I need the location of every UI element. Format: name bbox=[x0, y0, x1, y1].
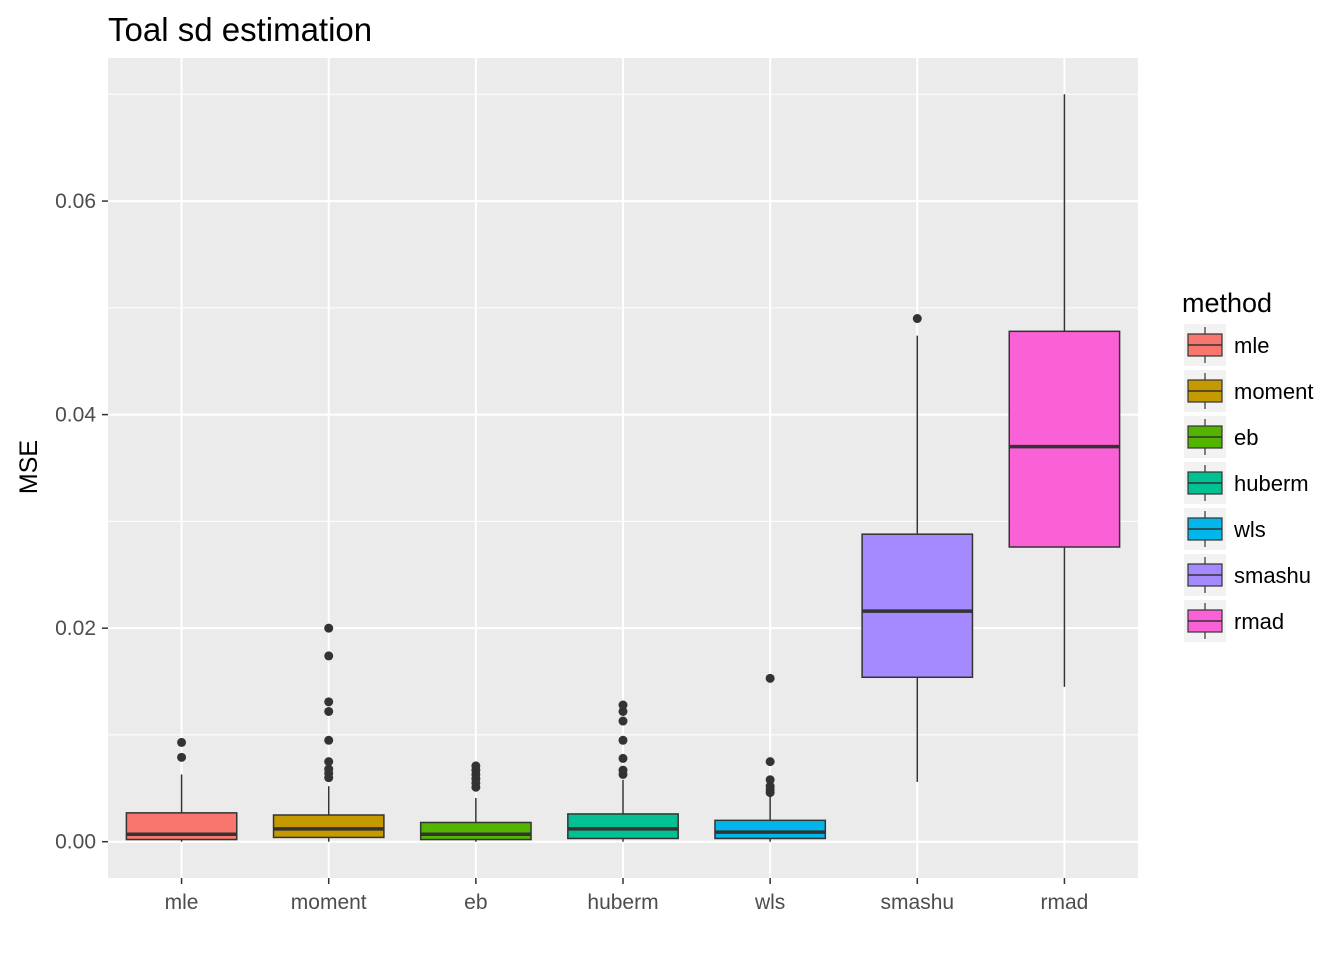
outlier-point bbox=[177, 752, 187, 762]
x-tick-label: rmad bbox=[1040, 891, 1088, 914]
box-iqr bbox=[272, 814, 385, 839]
legend-item-moment: moment bbox=[1184, 370, 1313, 412]
outlier-point bbox=[618, 716, 628, 726]
legend-item-huberm: huberm bbox=[1184, 462, 1309, 504]
box-wls bbox=[714, 673, 827, 842]
y-axis: 0.00 0.02 0.04 0.06 bbox=[55, 190, 108, 854]
outlier-point bbox=[618, 706, 628, 716]
legend-title: method bbox=[1182, 288, 1272, 318]
box-iqr bbox=[419, 821, 532, 841]
outlier-point bbox=[324, 651, 334, 661]
legend-label: wls bbox=[1233, 517, 1266, 542]
outlier-point bbox=[618, 700, 628, 710]
legend-label: rmad bbox=[1234, 609, 1284, 634]
x-tick-label: wls bbox=[754, 891, 785, 914]
outlier-point bbox=[765, 757, 775, 767]
y-tick-label: 0.00 bbox=[55, 831, 96, 854]
outlier-point bbox=[324, 764, 334, 774]
box-moment bbox=[272, 623, 385, 842]
x-tick-label: eb bbox=[464, 891, 487, 914]
outlier-point bbox=[765, 775, 775, 785]
legend-item-smashu: smashu bbox=[1184, 554, 1311, 596]
outlier-point bbox=[618, 765, 628, 775]
legend-label: eb bbox=[1234, 425, 1258, 450]
box-iqr bbox=[567, 813, 679, 840]
box-series bbox=[125, 94, 1121, 842]
box-iqr bbox=[714, 819, 827, 840]
outlier-point bbox=[177, 737, 187, 747]
outlier-point bbox=[324, 735, 334, 745]
x-tick-label: moment bbox=[291, 891, 367, 914]
y-tick-label: 0.06 bbox=[55, 190, 96, 213]
box-iqr bbox=[1008, 330, 1121, 548]
legend-item-mle: mle bbox=[1184, 324, 1269, 366]
outlier-point bbox=[471, 761, 481, 771]
legend-item-rmad: rmad bbox=[1184, 600, 1284, 642]
chart-title: Toal sd estimation bbox=[108, 11, 372, 48]
box-rmad bbox=[1008, 94, 1121, 687]
legend-items: mle moment eb huberm wls smashu rmad bbox=[1184, 324, 1313, 642]
legend-label: huberm bbox=[1234, 471, 1309, 496]
box-mle bbox=[125, 737, 238, 842]
outlier-point bbox=[912, 314, 922, 324]
legend-item-eb: eb bbox=[1184, 416, 1258, 458]
legend-label: mle bbox=[1234, 333, 1269, 358]
legend-label: smashu bbox=[1234, 563, 1311, 588]
x-tick-label: huberm bbox=[587, 891, 658, 914]
outlier-point bbox=[324, 706, 334, 716]
x-tick-label: mle bbox=[165, 891, 199, 914]
x-axis: mle moment eb huberm wls smashu rmad bbox=[165, 878, 1088, 914]
outlier-point bbox=[324, 757, 334, 767]
y-axis-title: MSE bbox=[15, 440, 43, 494]
box-huberm bbox=[567, 700, 679, 842]
box-eb bbox=[419, 761, 532, 842]
outlier-point bbox=[765, 673, 775, 683]
outlier-point bbox=[618, 753, 628, 763]
box-smashu bbox=[861, 314, 974, 782]
y-tick-label: 0.04 bbox=[55, 404, 96, 427]
legend: method mle moment eb huberm wls smashu rmad bbox=[1182, 288, 1313, 642]
outlier-point bbox=[765, 781, 775, 791]
outlier-point bbox=[618, 735, 628, 745]
y-tick-label: 0.02 bbox=[55, 617, 96, 640]
x-tick-label: smashu bbox=[881, 891, 955, 914]
legend-item-wls: wls bbox=[1184, 508, 1266, 550]
outlier-point bbox=[324, 623, 334, 633]
outlier-point bbox=[324, 697, 334, 707]
box-iqr bbox=[861, 533, 974, 679]
legend-label: moment bbox=[1234, 379, 1313, 404]
